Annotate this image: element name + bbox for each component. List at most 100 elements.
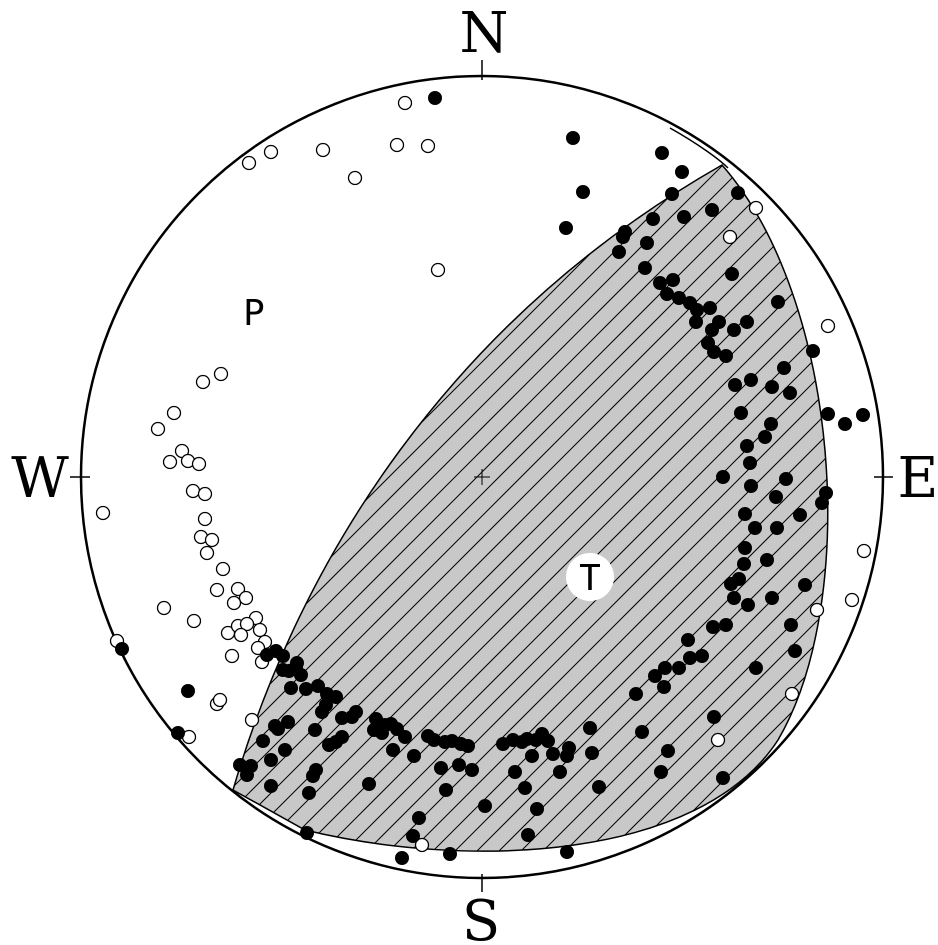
- compression-point: [406, 829, 420, 843]
- dilatation-point: [856, 543, 872, 559]
- dilatation-point: [748, 200, 764, 216]
- compression-point: [769, 490, 783, 504]
- compression-point: [716, 470, 730, 484]
- compression-points: [115, 91, 870, 865]
- hatch-line: [405, 165, 828, 852]
- dilatation-point: [226, 595, 242, 611]
- compression-point: [798, 578, 812, 592]
- compression-point: [654, 765, 668, 779]
- compression-point: [770, 521, 784, 535]
- compression-point: [728, 378, 742, 392]
- hatch-line: [846, 140, 938, 900]
- compression-point: [276, 663, 290, 677]
- compression-point: [738, 541, 752, 555]
- compression-point: [302, 786, 316, 800]
- hatch-line: [233, 165, 828, 852]
- dilatation-point: [238, 590, 254, 606]
- compression-point: [719, 618, 733, 632]
- dilatation-point: [185, 483, 201, 499]
- compression-point: [309, 763, 323, 777]
- hatch-line: [515, 165, 828, 852]
- dilatation-point: [844, 592, 860, 608]
- dilatation-point: [186, 613, 202, 629]
- hatch-line: [233, 165, 828, 852]
- compression-point: [725, 267, 739, 281]
- compression-point: [707, 710, 721, 724]
- hatch-line: [251, 165, 828, 852]
- compression-point: [838, 417, 852, 431]
- compression-point: [461, 739, 475, 753]
- compression-point: [658, 661, 672, 675]
- dilatation-point: [197, 486, 213, 502]
- dilatation-point: [239, 616, 255, 632]
- compression-point: [115, 642, 129, 656]
- compression-point: [783, 386, 797, 400]
- compression-point: [386, 743, 400, 757]
- compression-point: [612, 245, 626, 259]
- compression-point: [559, 221, 573, 235]
- compression-point: [727, 591, 741, 605]
- compression-point: [560, 845, 574, 859]
- dilatation-point: [389, 137, 405, 153]
- hatch-line: [233, 165, 828, 852]
- hatch-line: [233, 165, 828, 852]
- compression-point: [576, 185, 590, 199]
- compression-point: [395, 851, 409, 865]
- dilatation-point: [263, 144, 279, 160]
- compression-point: [553, 765, 567, 779]
- dilatation-point: [420, 138, 436, 154]
- compression-point: [765, 380, 779, 394]
- dilatation-point: [166, 405, 182, 421]
- compression-point: [705, 203, 719, 217]
- dilatation-point: [204, 532, 220, 548]
- west-label: W: [11, 446, 69, 511]
- compression-point: [398, 730, 412, 744]
- compression-point: [771, 295, 785, 309]
- hatch-line: [603, 165, 828, 852]
- compression-point: [749, 661, 763, 675]
- dilatation-point: [244, 712, 260, 728]
- compression-point: [646, 212, 660, 226]
- compression-point: [705, 323, 719, 337]
- compression-point: [560, 749, 574, 763]
- compression-point: [276, 649, 290, 663]
- compression-point: [264, 779, 278, 793]
- dilatation-points: [95, 95, 872, 853]
- compression-point: [300, 826, 314, 840]
- compression-point: [765, 591, 779, 605]
- p-axis-label: P: [243, 293, 265, 334]
- compression-point: [744, 373, 758, 387]
- dilatation-point: [820, 318, 836, 334]
- compressional-quadrant: [232, 164, 829, 852]
- compression-point: [748, 521, 762, 535]
- compression-point: [666, 273, 680, 287]
- compression-point: [407, 749, 421, 763]
- compression-point: [743, 456, 757, 470]
- compression-point: [278, 743, 292, 757]
- compression-point: [660, 287, 674, 301]
- compression-point: [362, 777, 376, 791]
- compression-point: [546, 747, 560, 761]
- nodal-plane-sliver: [669, 127, 729, 169]
- east-label: E: [898, 446, 938, 511]
- hatch-line: [295, 165, 828, 852]
- dilatation-point: [252, 622, 268, 638]
- compression-point: [428, 91, 442, 105]
- dilatation-point: [156, 600, 172, 616]
- compression-point: [695, 649, 709, 663]
- compression-point: [821, 407, 835, 421]
- hatch-line: [233, 165, 793, 852]
- south-label: S: [462, 889, 500, 945]
- compression-point: [689, 315, 703, 329]
- compression-point: [648, 669, 662, 683]
- compression-point: [665, 187, 679, 201]
- compression-point: [784, 618, 798, 632]
- compression-point: [335, 730, 349, 744]
- dilatation-point: [191, 456, 207, 472]
- dilatation-point: [233, 627, 249, 643]
- compression-point: [319, 698, 333, 712]
- t-axis-label: T: [579, 558, 601, 599]
- hatch-line: [868, 140, 938, 900]
- compression-point: [738, 507, 752, 521]
